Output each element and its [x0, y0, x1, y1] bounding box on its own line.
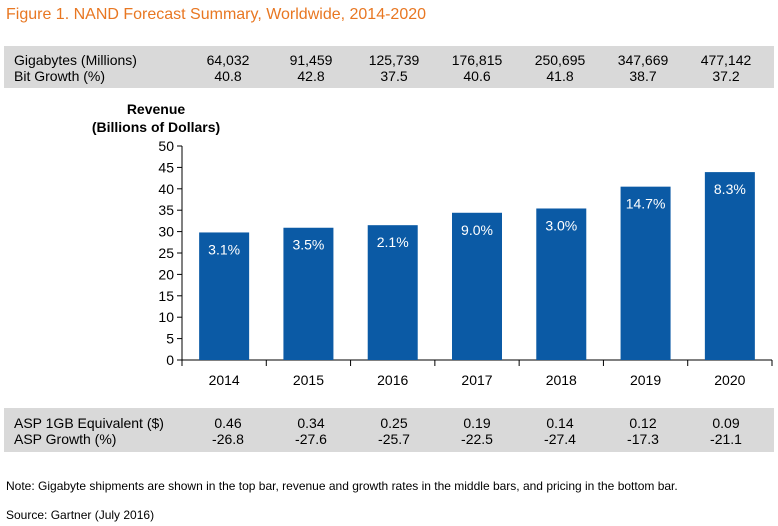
- table-cell: 40.8: [214, 68, 242, 84]
- table-cell: -22.5: [461, 431, 493, 447]
- y-tick-label: 25: [158, 245, 174, 261]
- y-tick-label: 30: [158, 224, 174, 240]
- table-cell: 0.25: [380, 415, 408, 431]
- figure-source: Source: Gartner (July 2016): [6, 508, 155, 522]
- x-tick-label: 2015: [293, 372, 324, 388]
- table-cell: 0.12: [629, 415, 657, 431]
- table-cell: -27.6: [295, 431, 327, 447]
- table-cell: 347,669: [617, 52, 669, 68]
- bar-growth-label: 3.1%: [208, 241, 240, 257]
- table-cell: 0.14: [546, 415, 574, 431]
- y-tick-label: 50: [158, 138, 174, 154]
- bar-2019: [620, 186, 671, 360]
- bottom-pricing-table: ASP 1GB Equivalent ($) ASP Growth (%) 0.…: [4, 408, 774, 452]
- y-tick-label: 40: [158, 181, 174, 197]
- table-cell: 0.34: [297, 415, 325, 431]
- table-cell: 38.7: [629, 68, 657, 84]
- bar-growth-label: 9.0%: [461, 222, 493, 238]
- x-tick-label: 2017: [461, 372, 492, 388]
- table-cell: -26.8: [212, 431, 244, 447]
- table-cell: 477,142: [700, 52, 752, 68]
- table-cell: 41.8: [546, 68, 574, 84]
- table-cell: 0.19: [463, 415, 491, 431]
- table-cell: 0.09: [712, 415, 740, 431]
- revenue-label-line-2: (Billions of Dollars): [91, 119, 221, 135]
- bar-growth-label: 3.0%: [545, 217, 577, 233]
- y-tick-label: 20: [158, 266, 174, 282]
- top-summary-table: Gigabytes (Millions) Bit Growth (%) 64,0…: [4, 46, 774, 88]
- revenue-axis-label: Revenue (Billions of Dollars): [86, 100, 226, 136]
- figure-note: Note: Gigabyte shipments are shown in th…: [6, 479, 678, 493]
- table-cell: 125,739: [368, 52, 420, 68]
- table-cell: 250,695: [534, 52, 586, 68]
- revenue-label-line-1: Revenue: [126, 101, 186, 117]
- bar-growth-label: 14.7%: [626, 196, 666, 212]
- table-cell: 42.8: [297, 68, 325, 84]
- x-tick-label: 2018: [546, 372, 577, 388]
- y-tick-label: 0: [166, 352, 174, 368]
- bar-2017: [452, 212, 502, 360]
- table-cell: 37.2: [712, 68, 740, 84]
- table-cell: 91,459: [289, 52, 333, 68]
- row-label-gigabytes: Gigabytes (Millions): [14, 52, 137, 68]
- table-cell: -21.1: [710, 431, 742, 447]
- x-tick-label: 2014: [209, 372, 240, 388]
- y-tick-label: 15: [158, 288, 174, 304]
- x-tick-label: 2019: [630, 372, 661, 388]
- table-cell: 64,032: [206, 52, 250, 68]
- bar-2020: [704, 172, 755, 360]
- table-cell: 176,815: [451, 52, 503, 68]
- y-tick-label: 45: [158, 159, 174, 175]
- table-cell: 37.5: [380, 68, 408, 84]
- y-tick-label: 10: [158, 309, 174, 325]
- table-cell: 40.6: [463, 68, 491, 84]
- y-tick-label: 35: [158, 202, 174, 218]
- bar-growth-label: 3.5%: [292, 237, 324, 253]
- bar-2016: [367, 225, 418, 360]
- table-cell: 0.46: [214, 415, 242, 431]
- table-cell: -17.3: [627, 431, 659, 447]
- bar-2015: [283, 227, 334, 360]
- x-tick-label: 2016: [377, 372, 408, 388]
- y-tick-label: 5: [166, 331, 174, 347]
- row-label-asp-1gb: ASP 1GB Equivalent ($): [14, 415, 164, 431]
- bar-2014: [199, 232, 250, 360]
- bar-growth-label: 8.3%: [714, 181, 746, 197]
- row-label-asp-growth: ASP Growth (%): [14, 431, 117, 447]
- table-cell: -25.7: [378, 431, 410, 447]
- x-tick-label: 2020: [714, 372, 745, 388]
- row-label-bit-growth: Bit Growth (%): [14, 68, 106, 84]
- figure-title: Figure 1. NAND Forecast Summary, Worldwi…: [6, 6, 427, 23]
- table-cell: -27.4: [544, 431, 576, 447]
- bar-growth-label: 2.1%: [377, 234, 409, 250]
- bar-2018: [536, 208, 587, 360]
